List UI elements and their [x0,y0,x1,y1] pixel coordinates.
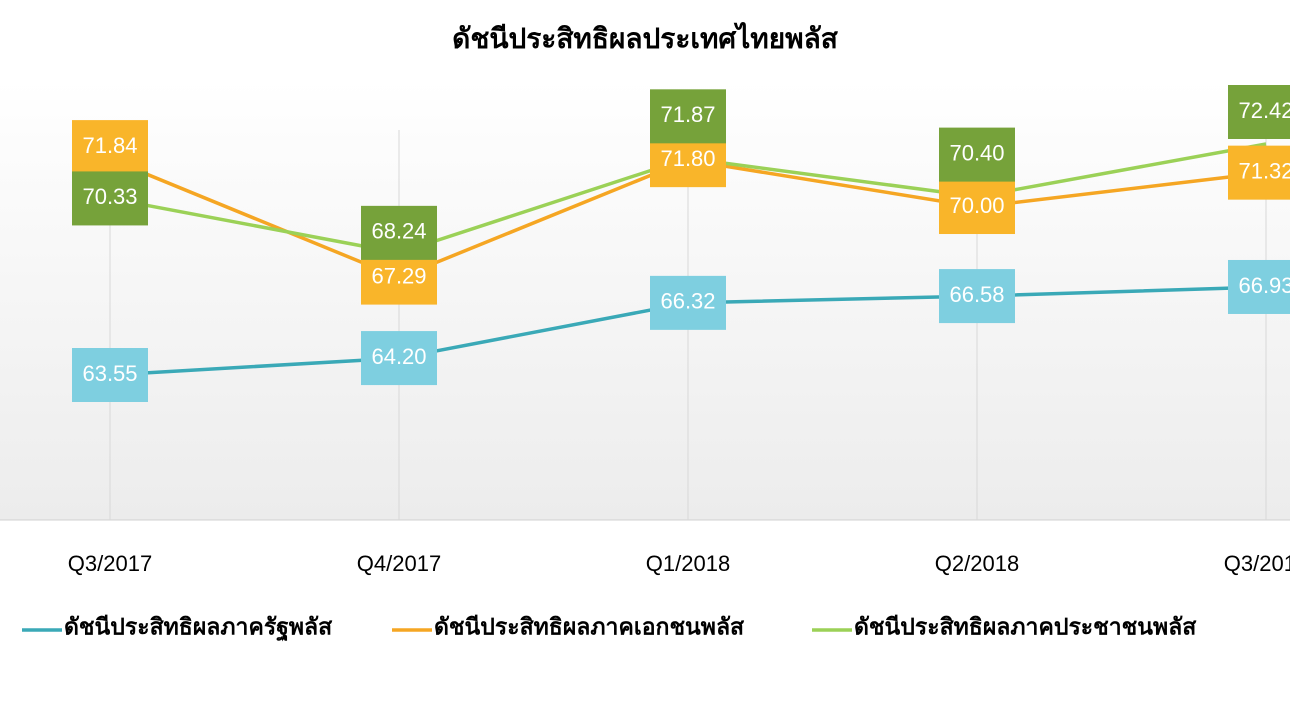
data-label: 72.42 [1238,98,1290,123]
data-label: 66.93 [1238,273,1290,298]
x-tick-label: Q3/2018 [1224,551,1290,576]
data-label: 66.58 [949,282,1004,307]
data-label: 67.29 [371,263,426,288]
x-tick-label: Q2/2018 [935,551,1019,576]
data-label-box [1228,145,1290,200]
data-label-box [72,120,148,175]
data-label: 70.33 [82,184,137,209]
data-label: 70.00 [949,193,1004,218]
data-label: 66.32 [660,289,715,314]
data-label-box [939,180,1015,235]
data-label-box [1228,259,1290,314]
x-tick-label: Q1/2018 [646,551,730,576]
x-tick-label: Q3/2017 [68,551,152,576]
data-label-box [72,171,148,226]
data-label-box [1228,85,1290,139]
data-label-box [650,89,726,144]
data-label: 71.80 [660,146,715,171]
data-label: 71.32 [1238,158,1290,183]
data-label-box [650,275,726,330]
data-label: 68.24 [371,219,426,244]
data-label: 64.20 [371,344,426,369]
data-label: 63.55 [82,361,137,386]
data-label-box [361,205,437,260]
data-label: 71.87 [660,102,715,127]
plot-background [0,80,1290,520]
legend-label: ดัชนีประสิทธิผลภาคประชาชนพลัส [854,615,1197,641]
data-label: 71.84 [82,133,137,158]
data-label-box [72,348,148,402]
data-label-box [939,127,1015,182]
chart-title: ดัชนีประสิทธิผลประเทศไทยพลัส [452,22,839,55]
data-label: 70.40 [949,140,1004,165]
data-label-box [361,331,437,386]
legend-label: ดัชนีประสิทธิผลภาคเอกชนพลัส [434,615,745,641]
x-tick-label: Q4/2017 [357,551,441,576]
data-label-box [939,269,1015,324]
legend-label: ดัชนีประสิทธิผลภาครัฐพลัส [64,615,333,642]
